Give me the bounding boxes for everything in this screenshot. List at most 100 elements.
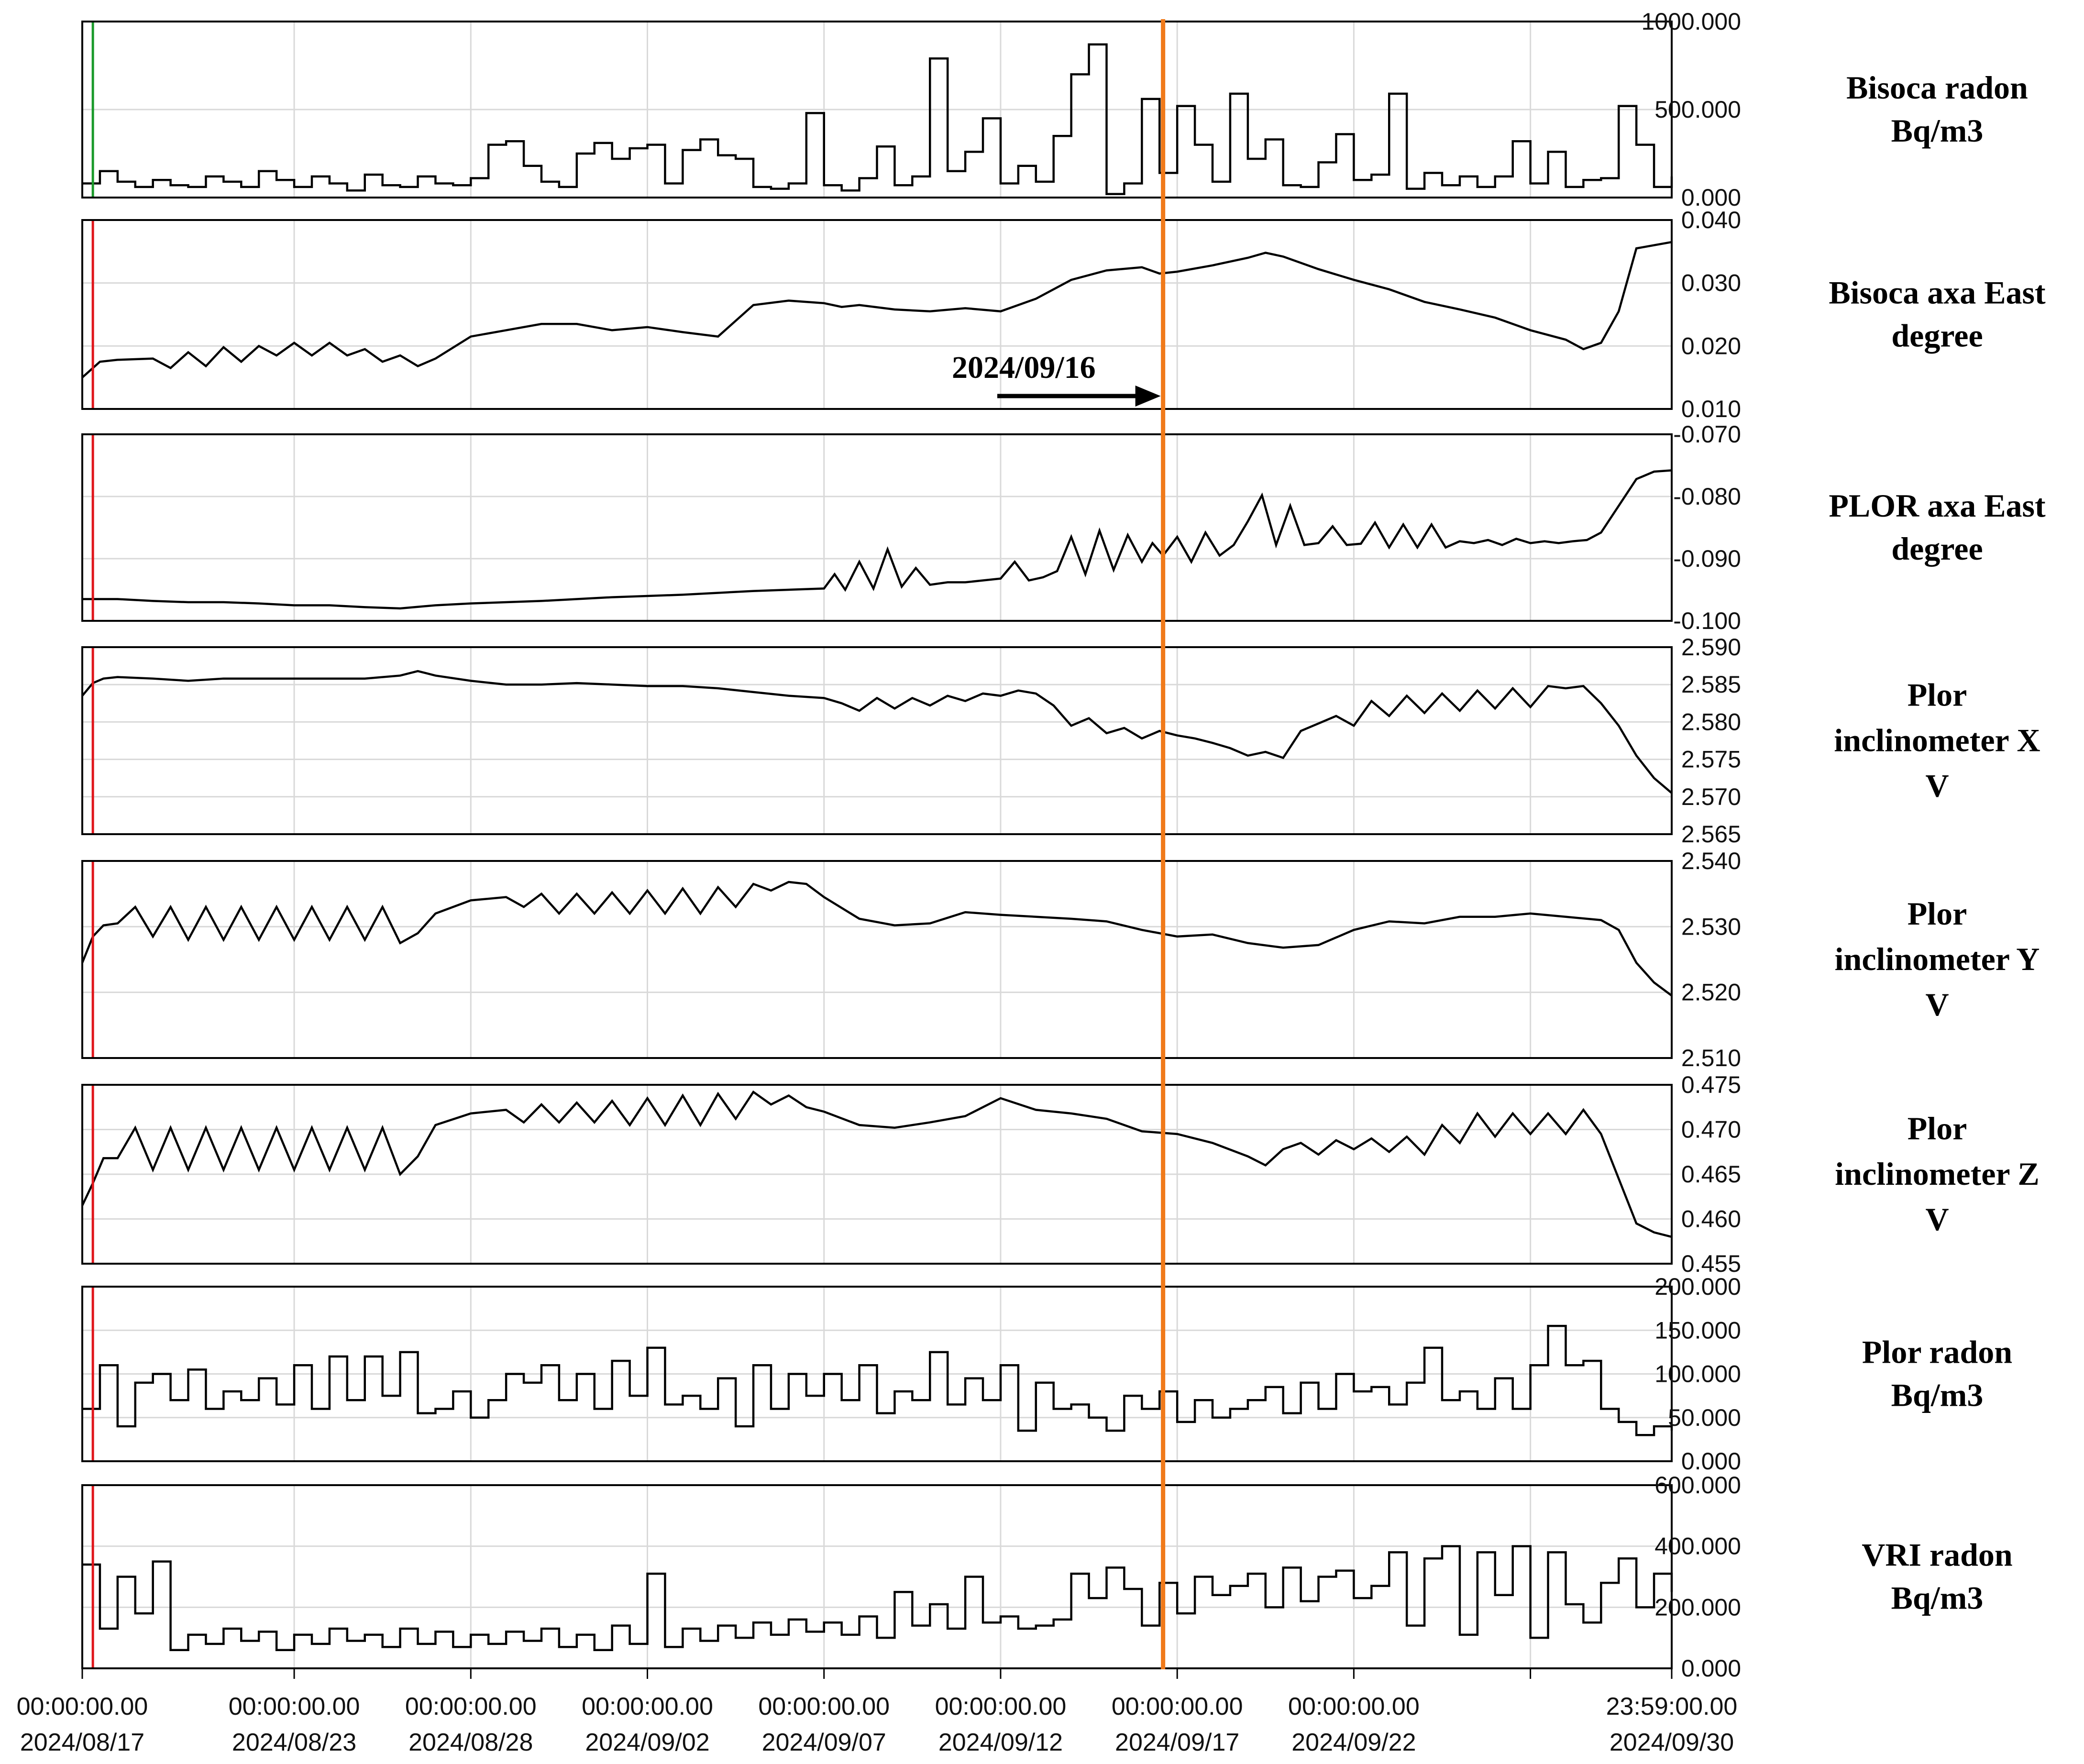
x-tick-date: 2024/08/28: [408, 1729, 533, 1756]
y-tick-label: 0.010: [1681, 396, 1741, 422]
x-tick-date: 2024/09/30: [1610, 1729, 1734, 1756]
series-label-line: Bq/m3: [1891, 112, 1984, 149]
panel-frame: [81, 1286, 1673, 1462]
x-tick-date: 2024/08/17: [20, 1729, 144, 1756]
x-tick-time: 00:00:00.00: [1112, 1693, 1243, 1720]
event-annotation-label: 2024/09/16: [952, 350, 1096, 385]
series-label-line: inclinometer X: [1834, 722, 2040, 759]
x-tick-date: 2024/09/07: [762, 1729, 886, 1756]
x-tick-time: 00:00:00.00: [935, 1693, 1067, 1720]
series-line: [81, 881, 1673, 997]
y-tick-label: -0.070: [1673, 421, 1741, 448]
panel-8: 600.000 400.000 200.000 0.000 VRI radon Bq/m3: [81, 1472, 2013, 1682]
y-tick-label: 400.000: [1654, 1533, 1741, 1560]
x-tick-time: 00:00:00.00: [582, 1693, 713, 1720]
y-tick-label: 600.000: [1654, 1472, 1741, 1499]
y-tick-label: 0.030: [1681, 270, 1741, 297]
y-tick-label: 0.000: [1681, 1655, 1741, 1682]
series-label-line: Plor: [1908, 677, 1967, 713]
y-tick-label: 0.460: [1681, 1206, 1741, 1233]
event-overlay: 2024/09/16: [952, 19, 1166, 1669]
panel-frame: [81, 860, 1673, 1059]
series-label-line: Plor radon: [1862, 1334, 2012, 1370]
series-label-line: V: [1925, 1201, 1949, 1237]
series-label-line: Bisoca axa East: [1829, 275, 2046, 311]
panel-1: 1000.000 500.000 0.000 Bisoca radon Bq/m3: [81, 8, 2028, 211]
x-tick-time: 00:00:00.00: [229, 1693, 360, 1720]
series-line: [81, 670, 1673, 794]
y-tick-label: 150.000: [1654, 1317, 1741, 1344]
panel-frame: [81, 646, 1673, 835]
panel-frame: [81, 21, 1673, 198]
series-label-line: Bisoca radon: [1846, 69, 2028, 106]
y-tick-label: 2.520: [1681, 979, 1741, 1006]
y-tick-label: 2.570: [1681, 783, 1741, 810]
panels-group: 1000.000 500.000 0.000 Bisoca radon Bq/m3 0.0…: [81, 8, 2046, 1682]
panel-frame: [81, 1484, 1673, 1669]
y-tick-label: 2.565: [1681, 821, 1741, 848]
y-tick-label: 200.000: [1654, 1273, 1741, 1300]
y-tick-label: 0.020: [1681, 332, 1741, 359]
panel-frame: [81, 219, 1673, 410]
y-tick-label: 0.470: [1681, 1116, 1741, 1143]
x-tick-time: 00:00:00.00: [17, 1693, 148, 1720]
y-tick-label: -0.090: [1673, 545, 1741, 572]
y-tick-label: 1000.000: [1641, 8, 1741, 35]
series-line: [82, 43, 1673, 195]
series-label-line: inclinometer Y: [1835, 941, 2040, 977]
y-tick-label: 0.475: [1681, 1071, 1741, 1098]
y-tick-label: 0.000: [1681, 1448, 1741, 1475]
series-label-line: Plor: [1908, 895, 1967, 932]
series-label-line: Bq/m3: [1891, 1377, 1984, 1413]
series-label-line: VRI radon: [1862, 1537, 2013, 1573]
panel-7: 200.000 150.000 100.000 50.000 0.000 Plor rad…: [81, 1273, 2012, 1475]
panel-5: 2.540 2.530 2.520 2.510 Plor inclinometer Y V: [81, 848, 2040, 1071]
y-tick-label: 0.040: [1681, 207, 1741, 233]
series-label-line: V: [1925, 986, 1949, 1023]
x-tick-time: 23:59:00.00: [1606, 1693, 1738, 1720]
series-label-line: Bq/m3: [1891, 1580, 1984, 1616]
y-tick-label: 2.510: [1681, 1045, 1741, 1071]
y-tick-label: 200.000: [1654, 1594, 1741, 1621]
series-line: [81, 241, 1672, 378]
y-tick-label: 2.585: [1681, 671, 1741, 698]
x-tick-date: 2024/08/23: [232, 1729, 356, 1756]
x-tick-time: 00:00:00.00: [1288, 1693, 1420, 1720]
y-tick-label: 2.575: [1681, 746, 1741, 773]
panel-3: -0.070 -0.080 -0.090 -0.100 PLOR axa East deg…: [81, 421, 2046, 634]
event-annotation-arrowhead: [1135, 386, 1161, 407]
panel-2: 0.040 0.030 0.020 0.010 Bisoca axa East degre…: [81, 207, 2046, 422]
series-label-line: degree: [1891, 530, 1983, 567]
panel-4: 2.590 2.585 2.580 2.575 2.570 2.565 Plor inclin…: [81, 634, 2040, 848]
y-tick-label: 100.000: [1654, 1361, 1741, 1388]
x-tick-date: 2024/09/12: [938, 1729, 1063, 1756]
x-tick-time: 00:00:00.00: [405, 1693, 537, 1720]
y-tick-label: 0.455: [1681, 1250, 1741, 1277]
y-tick-label: -0.080: [1673, 483, 1741, 510]
y-tick-label: -0.100: [1673, 607, 1741, 634]
series-label-line: Plor: [1908, 1110, 1967, 1147]
y-tick-label: 2.540: [1681, 848, 1741, 874]
y-tick-label: 2.580: [1681, 708, 1741, 735]
y-tick-label: 500.000: [1654, 96, 1741, 123]
series-label-line: degree: [1891, 318, 1983, 354]
y-tick-label: 2.590: [1681, 634, 1741, 661]
y-tick-label: 0.000: [1681, 184, 1741, 211]
x-tick-date: 2024/09/22: [1291, 1729, 1416, 1756]
y-tick-label: 50.000: [1668, 1404, 1741, 1431]
series-label-line: PLOR axa East: [1829, 487, 2046, 524]
y-tick-label: 0.465: [1681, 1161, 1741, 1188]
series-line: [82, 1545, 1673, 1651]
series-line: [82, 1324, 1673, 1436]
panel-frame: [81, 1084, 1673, 1265]
series-line: [81, 1090, 1672, 1238]
x-tick-date: 2024/09/17: [1115, 1729, 1239, 1756]
series-line: [82, 469, 1672, 610]
series-label-line: inclinometer Z: [1835, 1156, 2039, 1192]
x-tick-date: 2024/09/02: [585, 1729, 709, 1756]
x-tick-time: 00:00:00.00: [758, 1693, 890, 1720]
panel-frame: [81, 433, 1673, 622]
panel-6: 0.475 0.470 0.465 0.460 0.455 Plor inclinomete…: [81, 1071, 2040, 1277]
y-tick-label: 2.530: [1681, 913, 1741, 940]
